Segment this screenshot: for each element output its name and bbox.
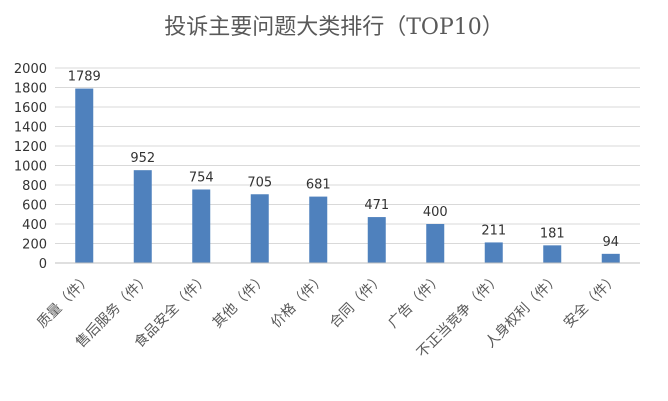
data-label: 681 (306, 178, 331, 193)
bar (309, 196, 328, 263)
chart-title: 投诉主要问题大类排行（TOP10） (164, 15, 504, 40)
y-tick-label: 200 (22, 238, 47, 253)
bar (250, 194, 269, 263)
data-label: 1789 (68, 70, 101, 85)
bar (192, 189, 211, 263)
category-label: 质量（件） (34, 271, 95, 332)
bar (601, 253, 620, 263)
data-labels: 1789 952 754 705 681 471 400 211 181 94 (68, 70, 619, 250)
y-tick-label: 1000 (14, 160, 47, 175)
y-tick-label: 1200 (14, 140, 47, 155)
y-tick-label: 800 (22, 179, 47, 194)
y-tick-label: 600 (22, 199, 47, 214)
data-label: 754 (189, 170, 214, 185)
data-label: 211 (481, 223, 506, 238)
data-label: 471 (364, 198, 389, 213)
category-label: 价格（件） (268, 271, 329, 332)
y-tick-label: 0 (39, 257, 47, 272)
data-label: 400 (423, 205, 448, 220)
category-label: 其他（件） (210, 271, 271, 332)
category-label: 合同（件） (327, 271, 388, 332)
data-label: 181 (540, 226, 565, 241)
y-tick-label: 400 (22, 218, 47, 233)
y-axis-tick-labels: 0 200 400 600 800 1000 1200 1400 1600 1800 2000 (14, 62, 47, 272)
bars (75, 88, 620, 263)
category-labels: 质量（件）售后服务（件）食品安全（件）其他（件）价格（件）合同（件）广告（件）不… (34, 270, 621, 361)
category-label: 安全（件） (560, 270, 622, 332)
data-label: 705 (247, 175, 272, 190)
bar (367, 217, 386, 263)
data-label: 94 (602, 235, 619, 250)
grid-lines (55, 67, 640, 244)
bar (543, 245, 562, 263)
bar (484, 242, 503, 263)
bar (75, 88, 94, 263)
y-tick-label: 1800 (14, 82, 47, 97)
bar (426, 224, 445, 263)
y-tick-label: 2000 (14, 62, 47, 77)
data-label: 952 (130, 151, 155, 166)
y-tick-label: 1400 (14, 121, 47, 136)
y-tick-label: 1600 (14, 101, 47, 116)
bar (133, 170, 152, 263)
category-label: 广告（件） (385, 271, 446, 332)
